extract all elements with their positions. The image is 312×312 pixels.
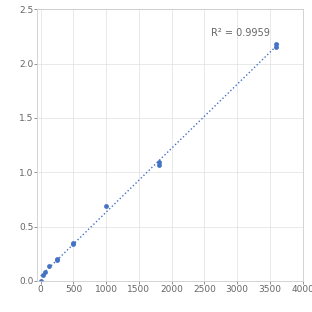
Point	[156, 160, 161, 165]
Point	[40, 273, 45, 278]
Point	[156, 162, 161, 167]
Point	[104, 203, 109, 208]
Point	[42, 270, 47, 275]
Point	[55, 258, 60, 263]
Point	[46, 263, 51, 268]
Point	[38, 278, 43, 283]
Point	[274, 45, 279, 50]
Point	[274, 41, 279, 46]
Point	[71, 241, 76, 246]
Text: R² = 0.9959: R² = 0.9959	[211, 28, 270, 38]
Point	[55, 256, 60, 261]
Point	[71, 240, 76, 245]
